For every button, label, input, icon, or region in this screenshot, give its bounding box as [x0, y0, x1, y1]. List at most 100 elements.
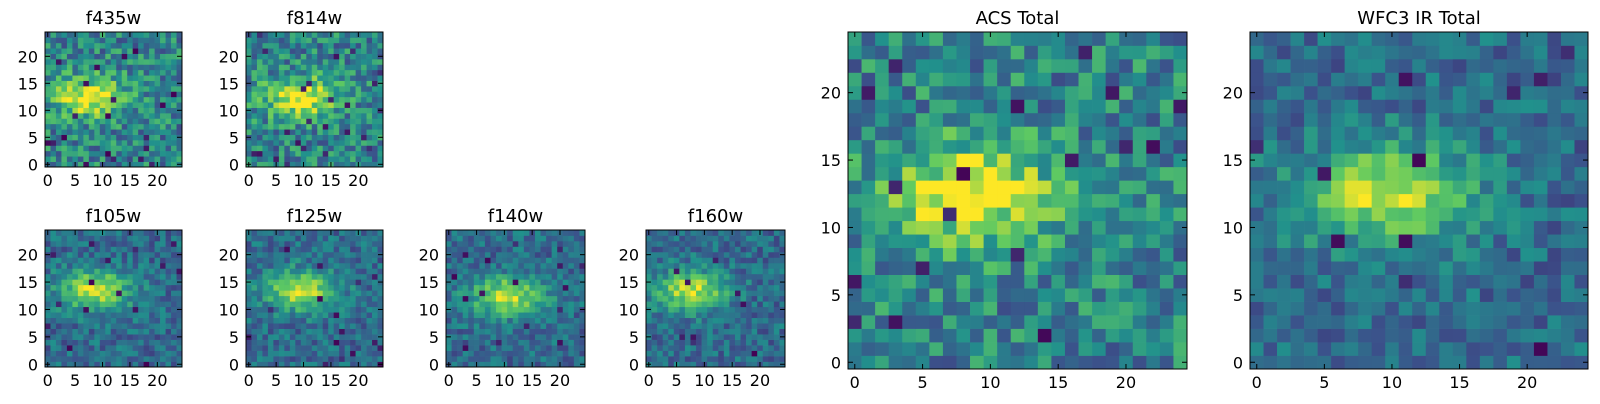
heatmap-cell: [72, 323, 78, 329]
heatmap-cell: [457, 246, 463, 252]
heatmap-cell: [72, 312, 78, 318]
heatmap-cell: [171, 145, 177, 151]
heatmap-cell: [1426, 248, 1440, 262]
heatmap-cell: [361, 301, 367, 307]
heatmap-cell: [94, 97, 100, 103]
heatmap-cell: [943, 167, 957, 181]
heatmap-cell: [367, 323, 373, 329]
heatmap-cell: [579, 241, 585, 247]
heatmap-cell: [127, 108, 133, 114]
heatmap-cell: [1358, 275, 1372, 289]
heatmap-cell: [166, 263, 172, 269]
heatmap-cell: [78, 37, 84, 43]
heatmap-cell: [1507, 342, 1521, 356]
heatmap-cell: [350, 257, 356, 263]
heatmap-cell: [72, 48, 78, 54]
heatmap-cell: [668, 356, 674, 362]
heatmap-cell: [546, 301, 552, 307]
heatmap-cell: [518, 329, 524, 335]
heatmap-cell: [1250, 315, 1264, 329]
heatmap-cell: [56, 162, 62, 168]
heatmap-cell: [356, 54, 362, 60]
heatmap-cell: [50, 312, 56, 318]
heatmap-cell: [713, 252, 719, 258]
heatmap-cell: [262, 108, 268, 114]
heatmap-cell: [367, 318, 373, 324]
heatmap-cell: [956, 248, 970, 262]
heatmap-cell: [496, 235, 502, 241]
heatmap-cell: [361, 362, 367, 368]
heatmap-cell: [61, 140, 67, 146]
heatmap-cell: [1250, 329, 1264, 343]
heatmap-cell: [127, 340, 133, 346]
heatmap-cell: [160, 37, 166, 43]
heatmap-cell: [94, 285, 100, 291]
heatmap-cell: [485, 268, 491, 274]
heatmap-cell: [339, 230, 345, 236]
heatmap-cell: [774, 290, 780, 296]
heatmap-cell: [1079, 356, 1093, 370]
heatmap-cell: [724, 279, 730, 285]
heatmap-cell: [479, 356, 485, 362]
heatmap-cell: [1264, 275, 1278, 289]
heatmap-cell: [752, 323, 758, 329]
heatmap-cell: [1534, 234, 1548, 248]
heatmap-cell: [61, 64, 67, 70]
heatmap-cell: [361, 108, 367, 114]
y-tick-label: 10: [18, 300, 38, 319]
heatmap-cell: [306, 263, 312, 269]
heatmap-cell: [916, 221, 930, 235]
heatmap-cell: [367, 246, 373, 252]
heatmap-cell: [350, 64, 356, 70]
heatmap-cell: [262, 32, 268, 38]
heatmap-cell: [452, 257, 458, 263]
heatmap-cell: [1547, 248, 1561, 262]
heatmap-cell: [956, 45, 970, 59]
heatmap-cell: [378, 102, 384, 108]
heatmap-cell: [1079, 32, 1093, 46]
heatmap-cell: [160, 86, 166, 92]
heatmap-cell: [490, 235, 496, 241]
heatmap-cell: [361, 340, 367, 346]
heatmap-cell: [929, 302, 943, 316]
heatmap-cell: [284, 340, 290, 346]
heatmap-cell: [774, 252, 780, 258]
heatmap-cell: [889, 140, 903, 154]
heatmap-cell: [513, 296, 519, 302]
y-tick-label: 20: [18, 47, 38, 66]
heatmap-cell: [663, 334, 669, 340]
heatmap-cell: [1466, 194, 1480, 208]
heatmap-cell: [149, 75, 155, 81]
heatmap-cell: [45, 145, 51, 151]
heatmap-cell: [105, 108, 111, 114]
heatmap-cell: [378, 235, 384, 241]
heatmap-cell: [679, 312, 685, 318]
heatmap-cell: [1051, 315, 1065, 329]
heatmap-cell: [485, 230, 491, 236]
heatmap-cell: [262, 86, 268, 92]
heatmap-cell: [943, 153, 957, 167]
heatmap-cell: [546, 329, 552, 335]
heatmap-cell: [889, 261, 903, 275]
heatmap-cell: [848, 113, 862, 127]
heatmap-cell: [116, 86, 122, 92]
heatmap-cell: [496, 312, 502, 318]
heatmap-cell: [1466, 234, 1480, 248]
heatmap-cell: [312, 318, 318, 324]
heatmap-cell: [1385, 234, 1399, 248]
heatmap-cell: [674, 235, 680, 241]
heatmap-cell: [1160, 356, 1174, 370]
heatmap-cell: [279, 285, 285, 291]
heatmap-cell: [685, 329, 691, 335]
heatmap-cell: [83, 230, 89, 236]
heatmap-cell: [529, 290, 535, 296]
heatmap-cell: [149, 296, 155, 302]
heatmap-cell: [652, 345, 658, 351]
heatmap-cell: [1133, 234, 1147, 248]
heatmap-cell: [970, 72, 984, 86]
heatmap-cell: [78, 135, 84, 141]
heatmap-cell: [61, 285, 67, 291]
heatmap-cell: [729, 345, 735, 351]
heatmap-cell: [171, 32, 177, 38]
heatmap-cell: [246, 345, 252, 351]
